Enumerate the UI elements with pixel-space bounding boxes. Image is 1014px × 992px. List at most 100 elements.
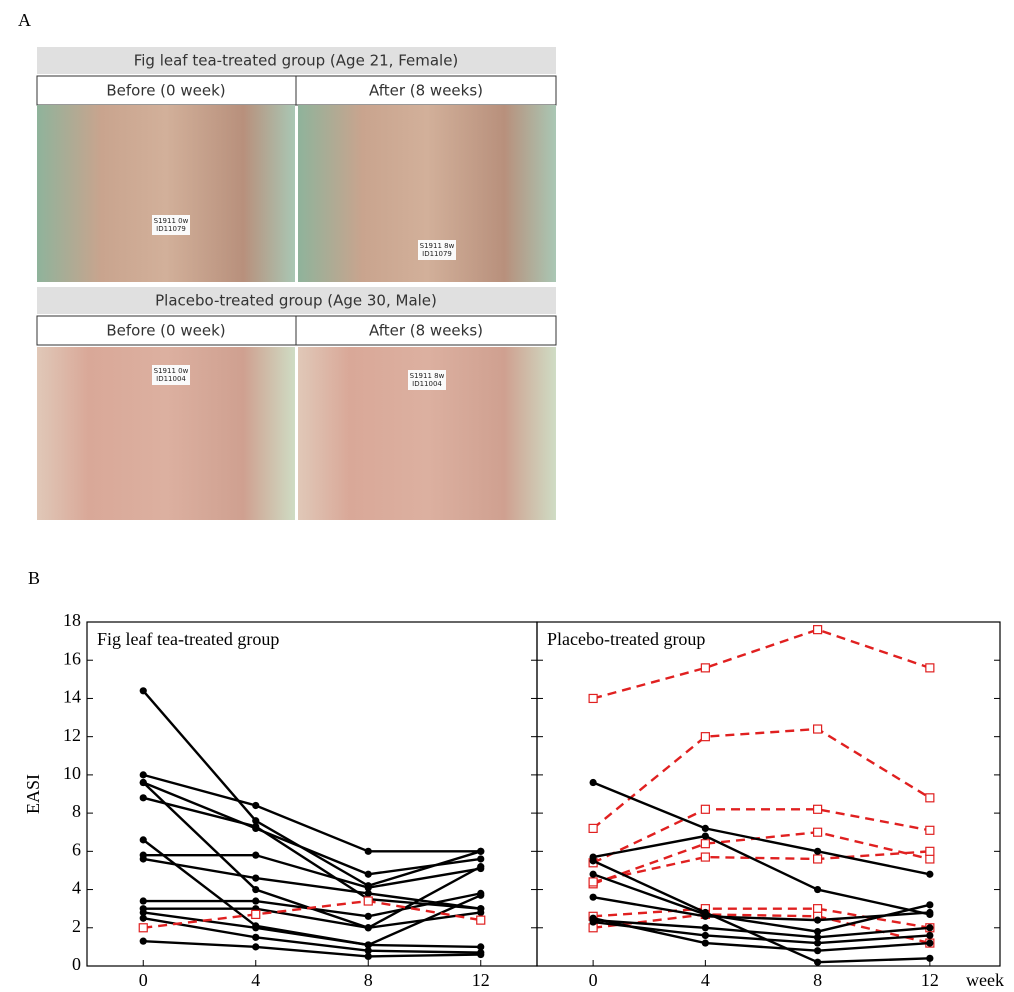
marker xyxy=(251,909,261,920)
series-line xyxy=(143,853,481,889)
series-line xyxy=(593,918,930,939)
series-line xyxy=(592,727,931,830)
marker xyxy=(700,732,710,742)
tag-text: ID11079 xyxy=(422,250,452,258)
marker xyxy=(138,923,148,933)
time-box xyxy=(295,315,557,346)
marker xyxy=(364,947,372,955)
time-label: After (8 weeks) xyxy=(369,322,483,340)
marker xyxy=(364,941,372,949)
y-tick-label: 8 xyxy=(72,801,81,821)
x-tick-label: 0 xyxy=(589,970,598,990)
y-axis-label: EASI xyxy=(23,774,43,814)
marker xyxy=(814,958,822,966)
plot-title: Fig leaf tea-treated group xyxy=(97,629,279,649)
tag-text: ID11079 xyxy=(156,225,186,233)
marker xyxy=(814,916,822,924)
series-line xyxy=(592,896,930,922)
plot-frame xyxy=(536,621,1001,967)
marker xyxy=(252,943,260,951)
series-line xyxy=(143,917,481,954)
marker xyxy=(252,874,260,882)
marker xyxy=(477,889,485,897)
marker xyxy=(925,846,935,856)
marker xyxy=(926,954,934,962)
x-tick-label: 8 xyxy=(364,970,373,990)
marker xyxy=(926,931,934,940)
tag-text: S1911 0w xyxy=(154,217,189,225)
marker xyxy=(814,885,822,894)
group-header xyxy=(37,47,556,74)
photo-tag xyxy=(152,365,190,385)
series-line xyxy=(592,859,930,964)
marker xyxy=(925,793,935,803)
x-tick-label: 12 xyxy=(472,970,490,990)
photo-tag xyxy=(408,370,446,390)
marker xyxy=(701,931,709,940)
marker xyxy=(139,937,147,945)
y-tick-label: 6 xyxy=(72,839,81,859)
marker xyxy=(926,939,934,947)
y-tick-label: 18 xyxy=(63,610,81,630)
marker xyxy=(926,901,934,909)
x-tick-label: 4 xyxy=(701,970,710,990)
series-line xyxy=(143,907,481,929)
chart-panel: Fig leaf tea-treated group 0 2 4 6 8 10 12 14 16 1… xyxy=(23,610,1004,990)
marker xyxy=(139,794,147,802)
y-tick-label: 0 xyxy=(72,954,81,974)
series-line xyxy=(142,773,481,853)
marker xyxy=(814,847,822,855)
panel-label: A xyxy=(18,10,31,30)
tag-text: ID11004 xyxy=(412,380,442,388)
marker xyxy=(252,933,260,941)
time-label: Before (0 week) xyxy=(106,322,225,340)
marker xyxy=(701,824,709,833)
marker xyxy=(364,870,372,878)
x-axis-label: week xyxy=(966,970,1004,990)
marker xyxy=(476,915,486,925)
series-line xyxy=(142,781,481,876)
marker xyxy=(813,804,823,814)
series-line xyxy=(143,899,481,929)
marker xyxy=(813,854,823,864)
marker xyxy=(139,908,147,917)
marker xyxy=(700,663,710,673)
marker xyxy=(814,928,822,936)
panel-label: B xyxy=(28,568,40,588)
marker xyxy=(814,933,822,941)
plot-title: Placebo-treated group xyxy=(547,629,705,649)
time-box xyxy=(36,75,297,106)
marker xyxy=(925,854,935,864)
tag-text: S1911 0w xyxy=(154,367,189,375)
marker xyxy=(139,897,147,905)
marker xyxy=(701,939,709,947)
marker xyxy=(925,663,935,673)
marker xyxy=(588,693,598,704)
marker xyxy=(700,839,710,849)
marker xyxy=(589,778,597,787)
marker xyxy=(813,904,823,914)
marker xyxy=(477,943,485,951)
marker xyxy=(926,870,934,878)
marker xyxy=(364,912,372,920)
marker xyxy=(252,822,260,831)
marker xyxy=(363,896,373,906)
x-tick-label: 12 xyxy=(921,970,939,990)
time-box xyxy=(295,75,557,106)
series-line xyxy=(592,781,931,876)
y-tick-label: 4 xyxy=(72,878,81,898)
marker xyxy=(477,864,485,873)
marker xyxy=(700,852,710,862)
series-line xyxy=(143,911,481,949)
marker xyxy=(139,855,147,863)
marker xyxy=(701,924,709,932)
marker xyxy=(477,908,485,917)
group-header xyxy=(37,287,556,314)
series-line xyxy=(592,917,930,952)
marker xyxy=(814,939,822,947)
marker xyxy=(477,855,485,863)
x-tick-label: 4 xyxy=(251,970,260,990)
marker xyxy=(139,778,147,787)
